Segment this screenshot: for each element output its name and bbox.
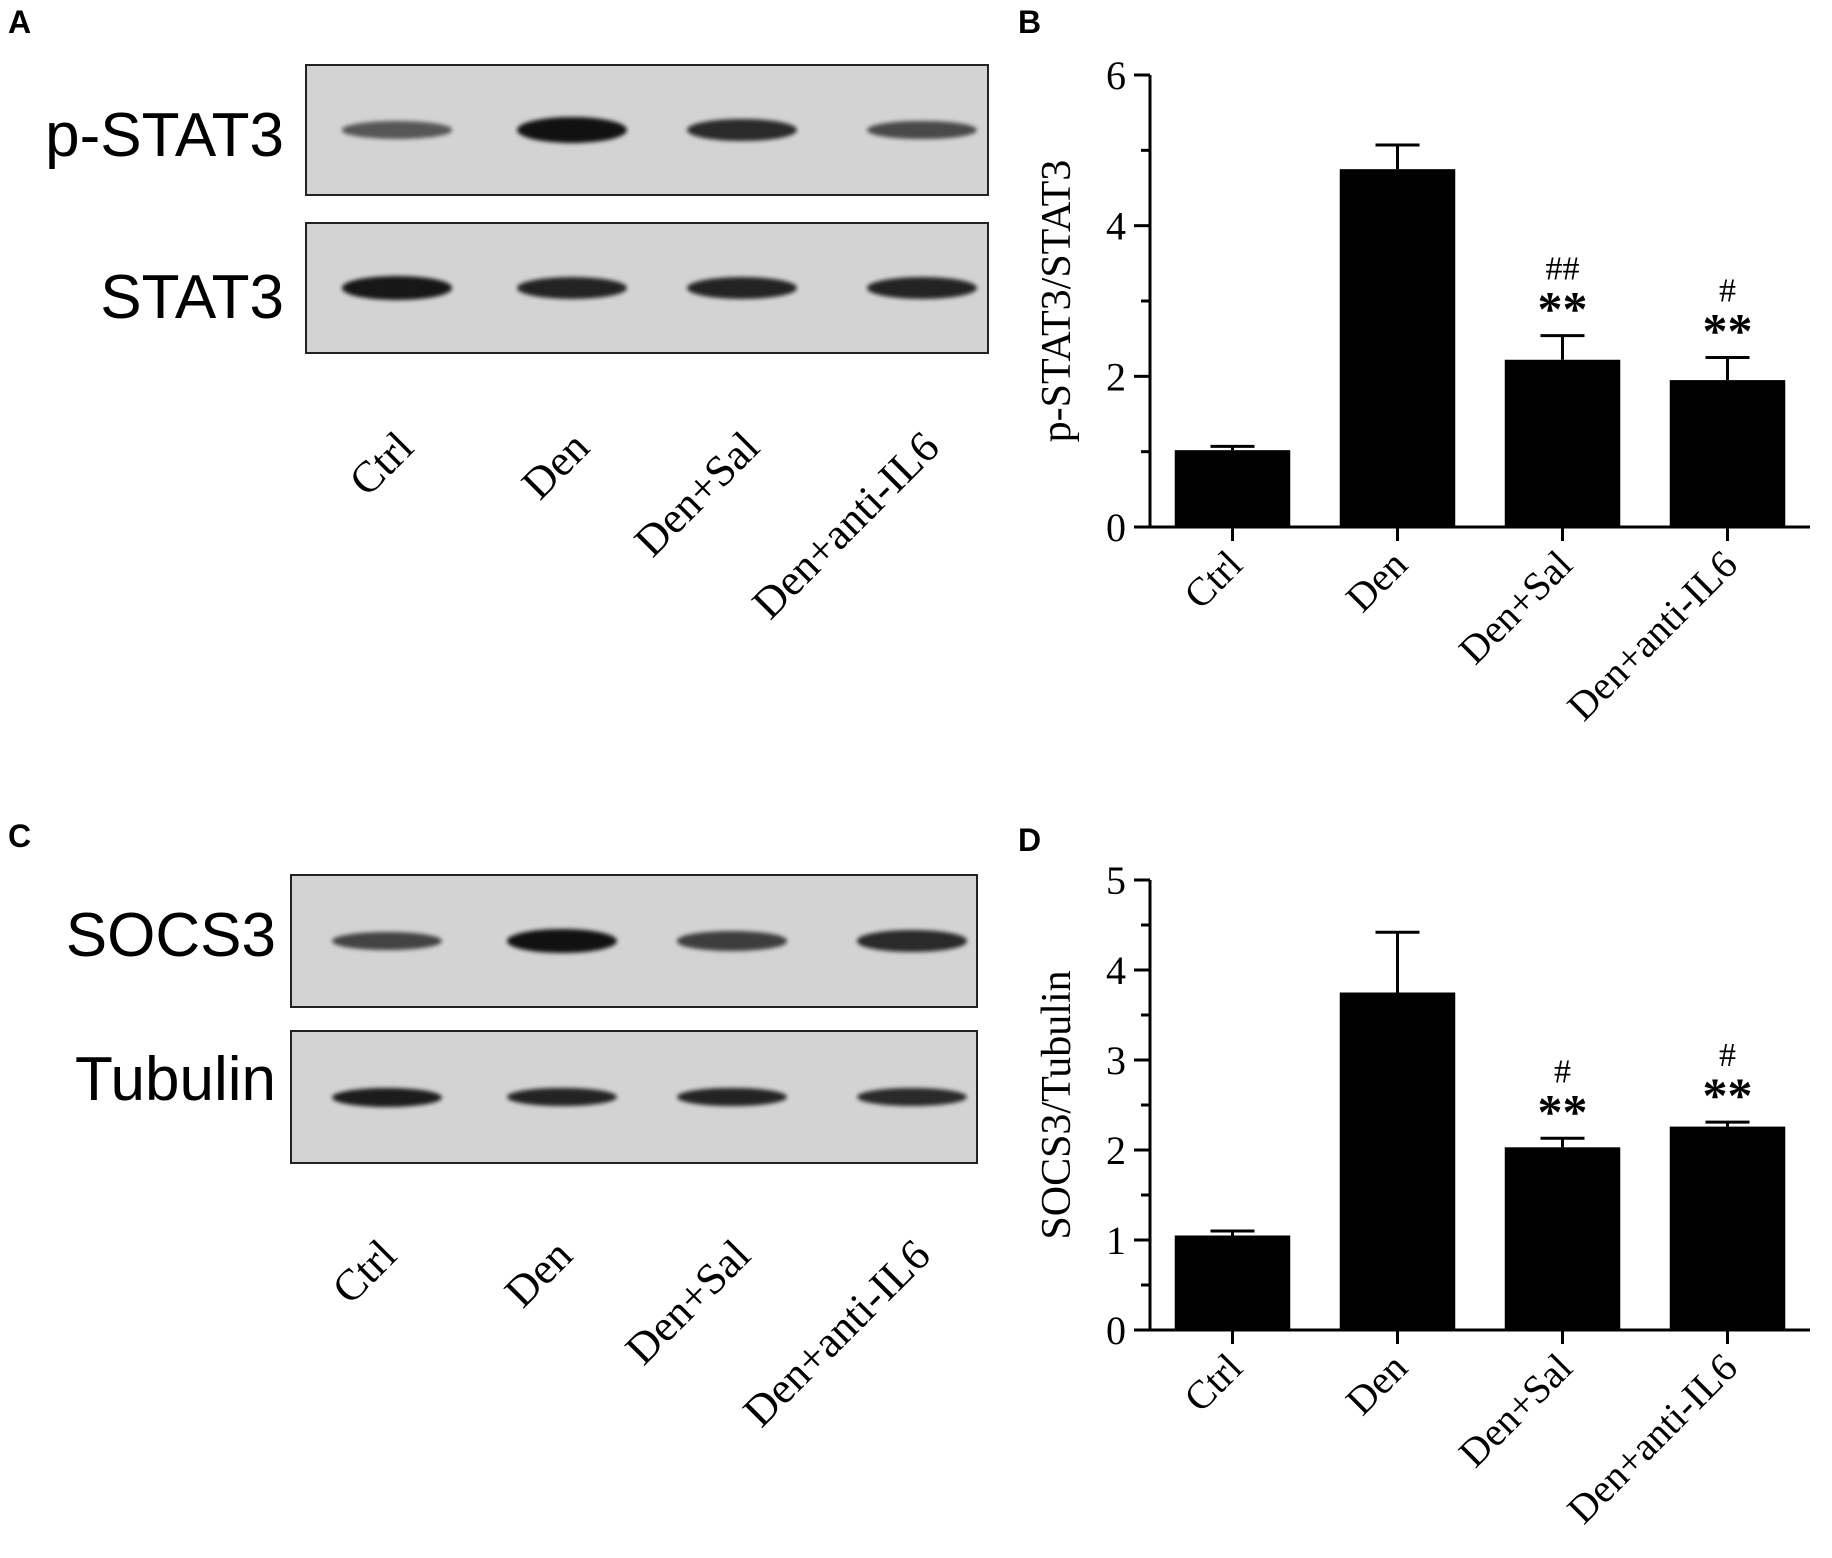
blot-label-p-stat3: p-STAT3 (45, 101, 284, 170)
panel-letter-b: B (1018, 4, 1042, 40)
y-tick-label: 1 (1106, 1218, 1126, 1263)
blot-band (867, 120, 977, 140)
blot-band (517, 117, 627, 143)
bar (1174, 450, 1291, 527)
x-tick-label: Den (1337, 1345, 1416, 1424)
x-tick-label: Den (1337, 542, 1416, 621)
significance-hash: # (1719, 273, 1736, 310)
blot-band (687, 118, 797, 142)
lane-label-den: Den (511, 422, 599, 509)
lane-label-ctrl: Ctrl (339, 422, 423, 506)
blot-band (342, 276, 452, 300)
blot-strip-p-stat3 (305, 64, 989, 196)
bar (1669, 380, 1786, 527)
significance-stars: ** (1538, 1083, 1588, 1139)
blot-label-tubulin: Tubulin (74, 1045, 276, 1114)
lane-label-den-sal: Den+Sal (624, 422, 769, 566)
blot-band (507, 1087, 617, 1107)
blot-strip-stat3 (305, 222, 989, 354)
bar (1669, 1126, 1786, 1330)
bar (1339, 169, 1456, 527)
blot-band (857, 930, 967, 952)
bar (1504, 1147, 1621, 1330)
bar (1339, 992, 1456, 1330)
x-tick-label: Den+Sal (1450, 1345, 1581, 1476)
blot-band (857, 1088, 967, 1106)
bar (1174, 1235, 1291, 1330)
lane-label-den: Den (494, 1230, 582, 1317)
y-axis-label: p-STAT3/STAT3 (1040, 160, 1080, 443)
y-tick-label: 0 (1106, 1308, 1126, 1353)
x-tick-label: Den+anti-IL6 (1558, 1345, 1746, 1533)
blot-band (677, 931, 787, 951)
significance-hash: # (1719, 1037, 1736, 1074)
panel-letter-d: D (1018, 822, 1042, 858)
blot-strip-socs3 (290, 874, 978, 1008)
x-tick-label: Den+anti-IL6 (1558, 542, 1746, 730)
blot-band (517, 277, 627, 299)
lane-label-den-anti-il6: Den+anti-IL6 (742, 422, 949, 629)
blot-band (332, 931, 442, 951)
y-tick-label: 2 (1106, 354, 1126, 399)
blot-band (687, 277, 797, 299)
panel-letter-a: A (8, 4, 32, 40)
significance-hash: # (1554, 1053, 1571, 1090)
y-tick-label: 4 (1106, 204, 1126, 249)
blot-band (332, 1087, 442, 1107)
lane-label-den-anti-il6: Den+anti-IL6 (733, 1230, 940, 1437)
blot-band (507, 929, 617, 953)
lane-label-ctrl: Ctrl (322, 1230, 406, 1314)
significance-hash: ## (1546, 251, 1580, 288)
x-tick-label: Ctrl (1175, 1345, 1251, 1421)
significance-stars: ** (1538, 281, 1588, 337)
significance-stars: ** (1703, 1067, 1753, 1123)
x-tick-label: Ctrl (1175, 542, 1251, 618)
panel-letter-c: C (8, 818, 32, 854)
y-tick-label: 4 (1106, 948, 1126, 993)
blot-band (867, 277, 977, 299)
blot-band (342, 121, 452, 139)
blot-label-stat3: STAT3 (100, 263, 284, 332)
bar (1504, 359, 1621, 527)
blot-band (677, 1087, 787, 1107)
y-tick-label: 3 (1106, 1038, 1126, 1083)
blot-strip-tubulin (290, 1030, 978, 1164)
y-tick-label: 2 (1106, 1128, 1126, 1173)
y-tick-label: 6 (1106, 53, 1126, 98)
significance-stars: ** (1703, 303, 1753, 359)
x-tick-label: Den+Sal (1450, 542, 1581, 673)
blot-label-socs3: SOCS3 (65, 901, 276, 970)
y-axis-label: SOCS3/Tubulin (1040, 970, 1080, 1239)
y-tick-label: 5 (1106, 858, 1126, 903)
y-tick-label: 0 (1106, 505, 1126, 550)
lane-label-den-sal: Den+Sal (615, 1230, 760, 1374)
